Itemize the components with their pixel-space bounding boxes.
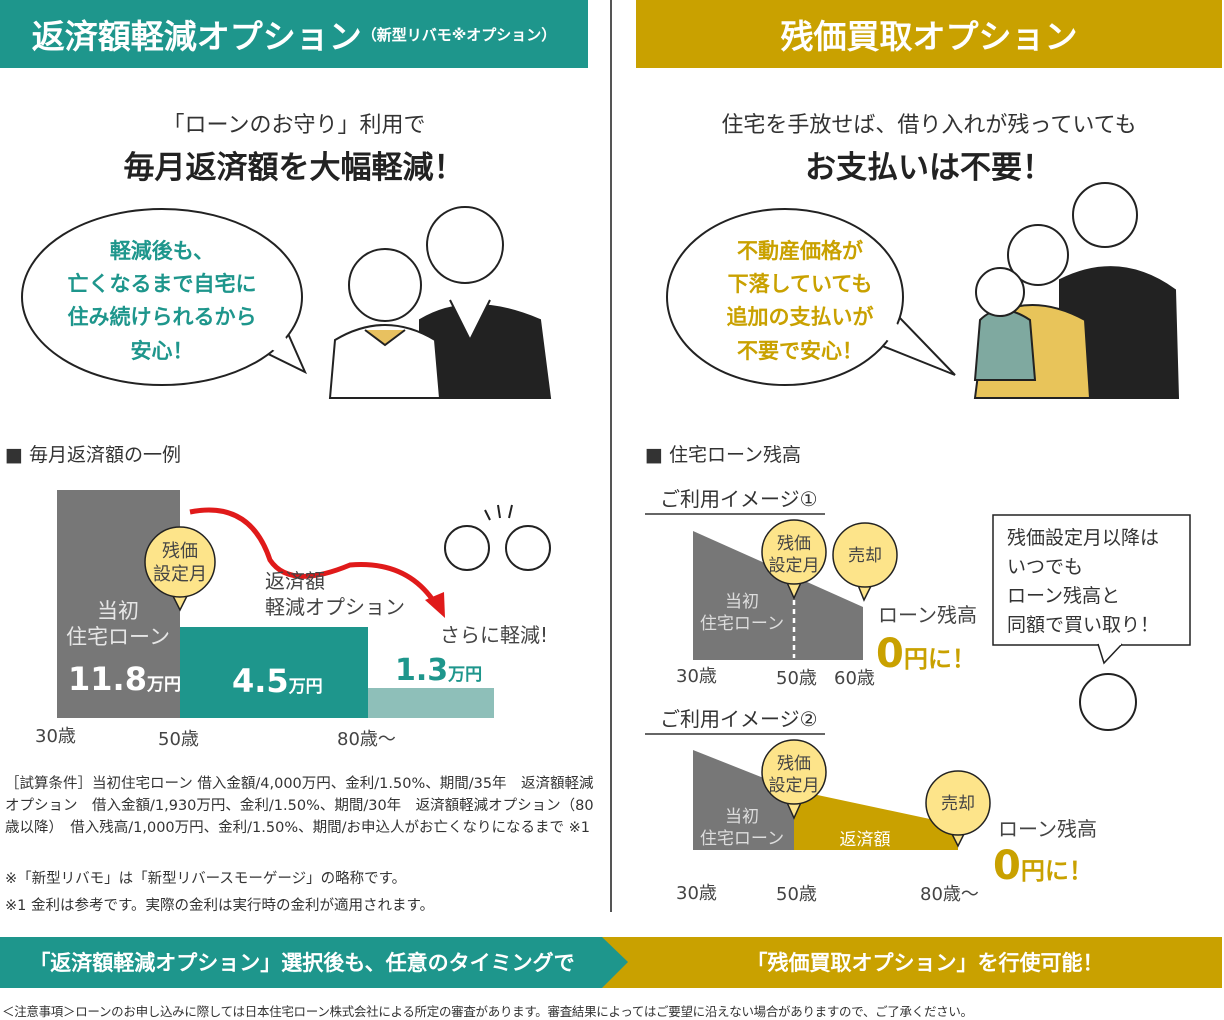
banner-right	[600, 937, 1222, 988]
usage-image-title: ご利用イメージ②	[660, 707, 818, 731]
left-title-note: （新型リバモ※オプション）	[361, 25, 557, 44]
bar-initial-loan	[57, 490, 180, 718]
left-headline: 毎月返済額を大幅軽減！	[123, 150, 465, 186]
area-label: 当初	[725, 807, 759, 827]
left-section-title: ■ 毎月返済額の一例	[5, 444, 181, 466]
callout-line: 残価設定月以降は	[1007, 527, 1159, 549]
right-lead: 住宅を手放せば、借り入れが残っていても	[721, 113, 1137, 138]
left-header: 返済額軽減オプション （新型リバモ※オプション）	[0, 0, 588, 68]
age-tick: 30歳	[35, 726, 76, 747]
age-tick: 80歳～	[337, 729, 396, 750]
bubble-residual-month	[761, 739, 827, 805]
calc-conditions: ［試算条件］当初住宅ローン 借入金額/4,000万円、金利/1.50%、期間/3…	[5, 776, 594, 836]
age-tick: 50歳	[776, 884, 817, 905]
usage-image-title: ご利用イメージ①	[660, 487, 818, 511]
callout-line: ローン残高と	[1007, 585, 1120, 607]
right-speech-bubble: 不動産価格が 下落していても 追加の支払いが 不要で安心！	[666, 208, 956, 386]
balance-label: ローン残高	[878, 603, 977, 627]
right-headline: お支払いは不要！	[805, 150, 1053, 186]
arrow	[189, 507, 441, 610]
banner-right-text: 「残価買取オプション」を行使可能！	[747, 951, 1104, 975]
area-label: 住宅ローン	[700, 829, 784, 849]
left-title: 返済額軽減オプション	[31, 17, 362, 56]
bubble-sale	[925, 770, 991, 836]
bubble-sale	[832, 522, 898, 588]
bubble-text: 残価	[162, 541, 198, 562]
usage-image-2: ご利用イメージ② 当初 住宅ローン 返済額 軽減オプション 残価 設定月 売却 …	[645, 707, 1097, 905]
loan-area	[693, 750, 794, 850]
callout-box: 残価設定月以降は いつでも ローン残高と 同額で買い取り！	[992, 514, 1191, 731]
bubble-residual-month	[761, 519, 827, 585]
right-title: 残価買取オプション	[780, 17, 1078, 56]
age-tick: 60歳	[834, 668, 875, 689]
area-label: 住宅ローン	[700, 614, 784, 634]
speech-line: 住み続けられるから	[68, 305, 257, 329]
usage-image-1: ご利用イメージ① 当初 住宅ローン 残価 設定月 売却 30歳 50歳 60歳 …	[645, 487, 977, 689]
elderly-couple-illustration	[328, 206, 552, 399]
banner-left-text: 「返済額軽減オプション」選択後も、任意のタイミングで	[29, 951, 574, 975]
divider	[610, 0, 612, 912]
footnote: ※「新型リバモ」は「新型リバースモーゲージ」の略称です。	[5, 871, 407, 887]
bar-option	[180, 627, 368, 718]
disclaimer: ＜注意事項＞ローンのお申し込みに際しては日本住宅ローン株式会社による所定の審査が…	[2, 1004, 973, 1019]
left-lead: 「ローンのお守り」利用で	[162, 113, 426, 138]
bubble-text: 設定月	[769, 776, 820, 796]
age-tick: 80歳～	[920, 884, 979, 905]
right-header: 残価買取オプション	[636, 0, 1222, 68]
footnote: ※1 金利は参考です。実際の金利は実行時の金利が適用されます。	[5, 898, 435, 914]
family-illustration	[973, 182, 1180, 399]
speech-line: 下落していても	[728, 272, 873, 296]
speech-line: 軽減後も、	[110, 239, 214, 263]
speech-line: 安心！	[131, 339, 194, 363]
option-label: 返済額	[265, 569, 325, 593]
speech-line: 不動産価格が	[737, 239, 863, 263]
monthly-payment-chart: 当初 住宅ローン 11.8万円 4.5万円 1.3万円 残価 設定月 返済額 軽…	[35, 490, 551, 750]
bubble-text: 売却	[941, 794, 975, 814]
age-tick: 50歳	[776, 668, 817, 689]
speech-line: 不要で安心！	[737, 339, 863, 363]
balance-label: ローン残高	[998, 817, 1097, 841]
age-tick: 30歳	[676, 666, 717, 687]
callout-line: 同額で買い取り！	[1007, 614, 1159, 636]
age-tick: 30歳	[676, 883, 717, 904]
bubble-text: 設定月	[769, 556, 820, 576]
man-face-illustration	[1079, 673, 1137, 731]
value-label: 11.8万円	[68, 660, 181, 698]
speech-line: 追加の支払いが	[727, 305, 874, 329]
option-label: 軽減オプション	[265, 595, 405, 619]
bar-label: 住宅ローン	[66, 625, 170, 649]
bar-after-80	[368, 688, 494, 718]
area-label: 当初	[725, 592, 759, 612]
zero-yen-label: 0円に！	[876, 631, 976, 677]
further-reduce-label: さらに軽減!	[440, 623, 548, 647]
bubble-text: 残価	[777, 534, 811, 554]
left-speech-bubble: 軽減後も、 亡くなるまで自宅に 住み続けられるから 安心！	[21, 208, 308, 386]
zero-yen-label: 0円に！	[993, 843, 1093, 889]
bubble-text: 設定月	[153, 564, 207, 585]
banner-left	[0, 937, 628, 988]
option-area	[794, 790, 958, 850]
bubble-residual-month	[144, 526, 216, 598]
value-label: 1.3万円	[395, 653, 482, 688]
area-label: 返済額	[840, 830, 891, 850]
loan-area	[693, 531, 863, 660]
value-label: 4.5万円	[232, 662, 323, 700]
faces-illustration	[444, 504, 551, 571]
bubble-text: 残価	[777, 754, 811, 774]
bar-label: 当初	[97, 599, 139, 623]
bubble-text: 売却	[848, 546, 882, 566]
arrow-head-icon	[425, 592, 445, 618]
age-tick: 50歳	[158, 729, 199, 750]
speech-line: 亡くなるまで自宅に	[68, 272, 257, 296]
area-label: 軽減オプション	[806, 852, 925, 872]
right-section-title: ■ 住宅ローン残高	[645, 444, 802, 466]
callout-line: いつでも	[1007, 556, 1083, 578]
